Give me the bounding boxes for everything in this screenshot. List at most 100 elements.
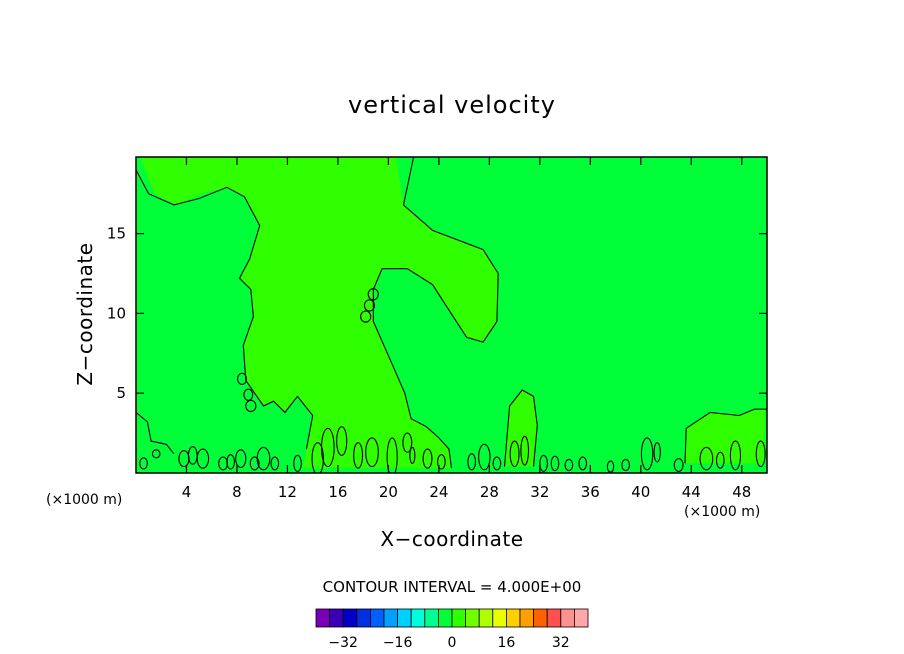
colorbar-swatch	[397, 608, 412, 628]
contour-small-loop	[539, 454, 548, 472]
x-tick-label: 20	[379, 483, 398, 501]
contour-small-loop	[699, 446, 714, 471]
colorbar-swatch	[546, 608, 562, 628]
contour-small-loop	[256, 446, 271, 471]
central-upper-positive-region	[139, 157, 499, 469]
contour-small-loop	[293, 454, 302, 472]
colorbar-swatch	[410, 608, 426, 628]
x-tick-label: 40	[631, 483, 650, 501]
colorbar-tick-label: 16	[497, 635, 515, 651]
contour-small-loop	[245, 399, 257, 413]
colorbar-swatch	[505, 608, 521, 628]
contour-small-loop	[139, 457, 148, 470]
contour-small-loop	[729, 440, 742, 471]
contour-small-loop	[196, 448, 210, 469]
colorbar-swatch	[437, 608, 453, 628]
contour-small-loop	[437, 454, 446, 470]
contour-small-loop	[653, 442, 661, 463]
contour-right-lower	[684, 408, 767, 464]
contour-small-loop	[151, 449, 161, 459]
contour-small-loop	[755, 440, 766, 468]
right-lower-positive-region	[685, 409, 765, 464]
contour-small-loop	[367, 288, 379, 301]
contour-small-loop	[402, 432, 413, 453]
x-tick-label: 28	[480, 483, 499, 501]
x-axis-label: X−coordinate	[380, 527, 523, 551]
contour-top-center	[372, 157, 499, 469]
y-tick-label: 5	[116, 384, 126, 402]
colorbar-swatch	[465, 608, 480, 628]
contour-small-loop	[467, 453, 477, 471]
y-tick-label: 10	[107, 304, 126, 322]
contour-small-loop	[243, 388, 254, 401]
lower-bump-30	[504, 390, 538, 467]
colorbar-swatch	[369, 608, 385, 628]
contour-small-loop	[311, 442, 324, 473]
contour-small-loop	[640, 437, 654, 471]
contour-interval-label: CONTOUR INTERVAL = 4.000E+00	[323, 578, 582, 596]
contour-small-loop	[422, 448, 433, 469]
contour-small-loop	[320, 427, 335, 468]
colorbar-swatch	[533, 608, 548, 628]
colorbar-swatch	[478, 608, 494, 628]
plot-area	[136, 157, 767, 473]
contour-small-loop	[360, 310, 372, 323]
chart-title: vertical velocity	[348, 91, 556, 119]
colorbar-swatch	[492, 608, 507, 628]
colorbar-tick-label: 32	[552, 635, 570, 651]
contour-small-loop	[237, 372, 247, 385]
x-tick-label: 8	[232, 483, 242, 501]
colorbar-swatch	[342, 608, 358, 628]
colorbar-swatch	[519, 608, 535, 628]
x-tick-label: 24	[429, 483, 448, 501]
x-tick-label: 44	[682, 483, 701, 501]
contour-small-loop	[520, 435, 530, 466]
x-tick-label: 48	[732, 483, 751, 501]
x-unit-right: (×1000 m)	[684, 504, 760, 520]
x-tick-label: 32	[530, 483, 549, 501]
contour-small-loop	[353, 442, 364, 469]
x-tick-label: 16	[328, 483, 347, 501]
contour-left-edge	[136, 411, 175, 455]
contour-small-loop	[226, 454, 235, 470]
contour-small-loop	[336, 426, 348, 456]
contour-small-loop	[715, 451, 725, 469]
contour-small-loop	[509, 440, 520, 468]
contour-small-loop	[386, 437, 398, 473]
x-tick-label: 4	[182, 483, 192, 501]
contour-small-loop	[249, 456, 260, 471]
contour-small-loop	[365, 437, 379, 468]
colorbar-swatch	[451, 608, 467, 628]
colorbar-swatch	[574, 608, 589, 628]
colorbar-tick-label: −32	[328, 635, 358, 651]
contour-small-loop	[550, 455, 560, 472]
contour-small-loop	[621, 458, 630, 472]
colorbar-swatch	[329, 608, 344, 628]
contour-small-loop	[235, 449, 247, 468]
x-tick-label: 36	[581, 483, 600, 501]
x-tick-label: 12	[278, 483, 297, 501]
colorbar-tick-label: −16	[383, 635, 413, 651]
plot-frame	[135, 156, 768, 474]
contour-small-loop	[564, 458, 574, 472]
y-axis-label: Z−coordinate	[73, 242, 97, 385]
contour-small-loop	[578, 456, 588, 471]
colorbar-swatch	[315, 608, 331, 628]
y-tick-label: 15	[107, 225, 126, 243]
contour-small-loop	[673, 458, 684, 472]
colorbar-swatch	[424, 608, 439, 628]
colorbar	[315, 608, 589, 628]
colorbar-swatch	[383, 608, 399, 628]
x-unit-left: (×1000 m)	[46, 492, 122, 508]
contour-small-loop	[492, 456, 502, 471]
contour-small-loop	[478, 443, 491, 471]
colorbar-tick-label: 0	[448, 635, 457, 651]
contour-bump-30	[503, 389, 538, 467]
colorbar-swatch	[560, 608, 575, 628]
contour-small-loop	[363, 299, 376, 312]
colorbar-swatch	[356, 608, 371, 628]
contour-small-loop	[606, 460, 615, 473]
contour-top-left	[136, 169, 314, 450]
contour-small-loop	[270, 456, 280, 471]
